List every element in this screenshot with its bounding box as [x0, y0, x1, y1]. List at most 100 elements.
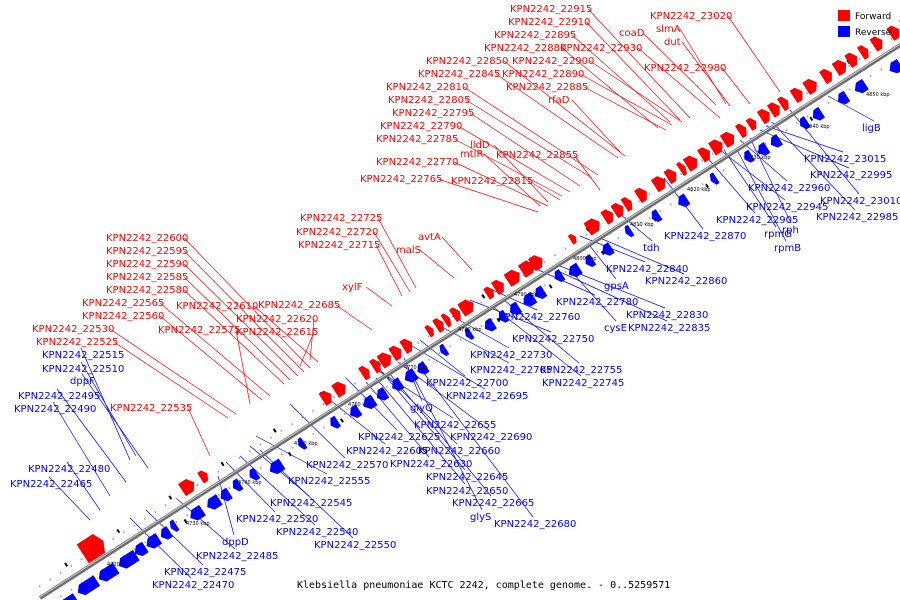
minor-tick — [133, 547, 136, 551]
forward-connector — [183, 289, 285, 385]
reverse-gene-arrow — [220, 487, 233, 502]
forward-gene-arrow — [869, 36, 883, 52]
forward-gene-arrow — [719, 131, 735, 148]
reverse-gene-label: ligB — [862, 123, 881, 134]
forward-gene-arrow — [676, 161, 688, 177]
forward-gene-arrow — [697, 147, 710, 163]
reverse-gene-arrow — [392, 377, 405, 391]
minor-tick — [596, 250, 599, 253]
minor-tick — [112, 561, 115, 564]
reverse-connector — [765, 125, 844, 153]
minor-tick — [238, 480, 241, 483]
major-tick — [496, 317, 501, 323]
axis-highlight — [39, 43, 900, 598]
minor-tick — [648, 193, 651, 196]
reverse-connector — [375, 377, 466, 485]
forward-gene-arrow — [483, 286, 494, 300]
minor-tick — [543, 284, 546, 287]
reverse-gene-label: KPN2242_22480 — [28, 464, 110, 475]
forward-connector — [495, 73, 619, 159]
forward-gene-label: slmA — [656, 24, 681, 35]
forward-gene-label: KPN2242_22715 — [298, 240, 380, 251]
tick-label: 4820 kbp — [687, 187, 711, 193]
minor-tick — [427, 358, 431, 362]
forward-gene-arrow — [745, 117, 757, 131]
reverse-gene-arrow — [190, 504, 206, 521]
reverse-connector — [739, 139, 788, 182]
reverse-connector — [389, 373, 492, 497]
forward-gene-arrow — [388, 345, 402, 362]
minor-tick — [795, 122, 799, 125]
forward-gene-arrow — [620, 197, 633, 212]
forward-gene-label: KPN2242_22915 — [510, 4, 592, 15]
forward-connector — [437, 178, 539, 213]
reverse-connector — [749, 137, 792, 224]
tick-label: 4810 kbp — [630, 222, 654, 228]
minor-tick — [890, 37, 893, 41]
forward-gene-label: malS — [396, 245, 421, 256]
reverse-gene-arrow — [568, 262, 583, 278]
minor-tick — [648, 216, 651, 220]
forward-gene-arrow — [633, 187, 647, 204]
reverse-connector — [451, 315, 510, 349]
reverse-gene-arrow — [134, 541, 149, 557]
minor-tick — [311, 409, 315, 412]
forward-connector — [727, 15, 781, 93]
minor-tick — [701, 159, 704, 162]
minor-tick — [144, 541, 147, 544]
forward-gene-arrow — [399, 338, 413, 355]
minor-tick — [322, 426, 325, 429]
reverse-gene-label: KPN2242_22655 — [414, 420, 496, 431]
forward-connector — [183, 263, 299, 377]
gene-labels: KPN2242_22915 KPN2242_22910 KPN2242_22895 K… — [10, 4, 900, 591]
reverse-gene-label: KPN2242_22760 — [498, 312, 580, 323]
reverse-gene-label: KPN2242_22755 — [540, 365, 622, 376]
reverse-gene-arrow — [207, 494, 223, 510]
forward-gene-label: KPN2242_22575 — [158, 325, 240, 336]
minor-tick — [112, 537, 115, 541]
reverse-gene-arrow — [169, 519, 180, 532]
forward-connector — [571, 34, 671, 123]
forward-gene-label: dut — [664, 37, 681, 48]
reverse-gene-label: dppD — [222, 537, 249, 548]
reverse-gene-label: KPN2242_23015 — [804, 154, 886, 165]
forward-gene-arrow — [178, 478, 195, 497]
reverse-gene-arrow — [484, 317, 498, 332]
forward-gene-label: coaD — [619, 28, 645, 39]
minor-tick — [869, 51, 872, 54]
minor-tick — [322, 402, 325, 406]
reverse-connector — [129, 517, 192, 579]
forward-gene-arrow — [527, 255, 543, 272]
reverse-gene-arrow — [232, 478, 244, 492]
minor-tick — [269, 436, 273, 439]
minor-tick — [722, 169, 725, 172]
reverse-gene-arrow — [330, 415, 342, 429]
minor-tick — [280, 429, 283, 433]
reverse-gene-label: KPN2242_22545 — [270, 498, 352, 509]
forward-gene-label: KPN2242_22810 — [386, 82, 468, 93]
minor-tick — [70, 588, 73, 591]
forward-gene-arrow — [886, 25, 900, 41]
forward-connector — [335, 304, 373, 331]
tick-label: 4790 kbp — [514, 292, 538, 298]
major-tick — [64, 562, 69, 567]
forward-gene-label: KPN2242_22580 — [106, 285, 188, 296]
reverse-gene-label: KPN2242_22555 — [288, 476, 370, 487]
reverse-gene-label: KPN2242_22830 — [626, 310, 708, 321]
forward-gene-label: KPN2242_22525 — [36, 337, 118, 348]
forward-connector — [309, 318, 315, 361]
reverse-gene-label: gpsA — [604, 281, 629, 292]
minor-tick — [585, 233, 588, 237]
major-tick — [183, 518, 188, 524]
reverse-gene-arrow — [554, 269, 566, 283]
forward-gene-label: KPN2242_22795 — [392, 108, 474, 119]
minor-tick — [196, 483, 199, 487]
reverse-connector — [579, 235, 646, 263]
tick-label: 4770 kbp — [404, 365, 428, 371]
minor-tick — [290, 422, 294, 426]
reverse-gene-arrow — [146, 533, 163, 549]
reverse-gene-label: KPN2242_22870 — [664, 231, 746, 242]
forward-gene-arrow — [682, 155, 698, 172]
reverse-connector — [589, 245, 617, 280]
